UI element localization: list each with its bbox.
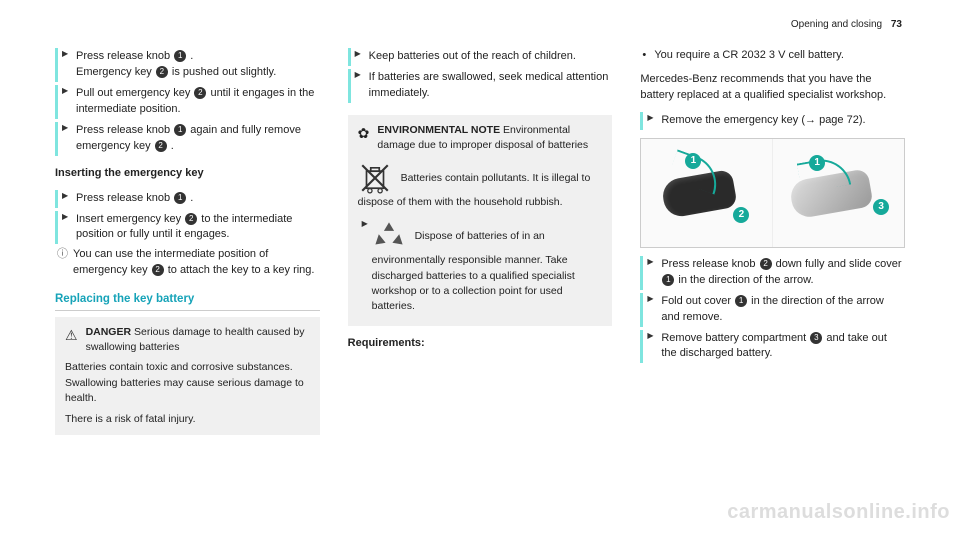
step-item: Remove battery compartment 3 and take ou… <box>640 330 905 364</box>
bullet-item: You require a CR 2032 3 V cell battery. <box>640 48 905 64</box>
ref-3-icon: 3 <box>810 332 822 344</box>
step-text: Remove battery compartment <box>661 332 809 344</box>
step-item: Fold out cover 1 in the direction of the… <box>640 293 905 327</box>
watermark: carmanualsonline.info <box>727 498 950 527</box>
step-text: Press release knob <box>76 50 173 62</box>
figure-panel-left: 1 2 <box>641 139 773 247</box>
section-name: Opening and closing <box>791 19 882 30</box>
step-item: Pull out emergency key 2 until it engage… <box>55 85 320 119</box>
step-text: Pull out emergency key <box>76 87 193 99</box>
requirements-heading: Requirements: <box>348 336 613 352</box>
figure-panel-right: 1 3 <box>773 139 904 247</box>
callout-1-icon: 1 <box>809 155 825 171</box>
step-text: down fully and slide cover <box>773 258 902 270</box>
callout-2-icon: 2 <box>733 207 749 223</box>
env-text: Batteries contain pollutants. It is ille… <box>358 172 591 208</box>
step-text: . <box>187 50 193 62</box>
env-note-box: ✿ ENVIRONMENTAL NOTE Environmental damag… <box>348 115 613 327</box>
step-text: . <box>168 140 174 152</box>
step-text: . <box>187 192 193 204</box>
env-label: ENVIRONMENTAL NOTE <box>377 124 500 136</box>
step-item: If batteries are swallowed, seek medical… <box>348 69 613 103</box>
step-text: Fold out cover <box>661 295 734 307</box>
ref-2-icon: 2 <box>760 258 772 270</box>
crossed-bin-icon <box>358 161 392 195</box>
page-body: Press release knob 1 . Emergency key 2 i… <box>0 0 960 461</box>
step-text: Press release knob <box>76 192 173 204</box>
danger-text: There is a risk of fatal injury. <box>65 412 310 427</box>
ref-1-icon: 1 <box>662 274 674 286</box>
ref-2-icon: 2 <box>185 213 197 225</box>
step-item: Press release knob 1 . <box>55 190 320 208</box>
step-item: Keep batteries out of the reach of child… <box>348 48 613 66</box>
step-item: Press release knob 1 again and fully rem… <box>55 122 320 156</box>
callout-1-icon: 1 <box>685 153 701 169</box>
callout-3-icon: 3 <box>873 199 889 215</box>
info-item: You can use the intermediate position of… <box>55 247 320 279</box>
ref-2-icon: 2 <box>155 140 167 152</box>
info-text: to attach the key to a key ring. <box>165 264 315 276</box>
step-item: Remove the emergency key (→ page 72). <box>640 112 905 130</box>
subheading: Inserting the emergency key <box>55 166 320 182</box>
column-2: Keep batteries out of the reach of child… <box>348 20 613 441</box>
ref-1-icon: 1 <box>174 124 186 136</box>
section-title: Replacing the key battery <box>55 291 320 311</box>
ref-1-icon: 1 <box>735 295 747 307</box>
body-text: Mercedes-Benz recommends that you have t… <box>640 72 905 104</box>
step-item: Press release knob 2 down fully and slid… <box>640 256 905 290</box>
warning-icon: ⚠ <box>65 325 78 355</box>
step-text: Press release knob <box>661 258 758 270</box>
column-3: You require a CR 2032 3 V cell battery. … <box>640 20 905 441</box>
step-text: is pushed out slightly. <box>169 66 276 78</box>
danger-label: DANGER <box>86 326 132 338</box>
ref-1-icon: 1 <box>174 50 186 62</box>
column-1: Press release knob 1 . Emergency key 2 i… <box>55 20 320 441</box>
ref-2-icon: 2 <box>156 66 168 78</box>
step-item: Press release knob 1 . Emergency key 2 i… <box>55 48 320 82</box>
ref-2-icon: 2 <box>194 87 206 99</box>
step-item: Insert emergency key 2 to the intermedia… <box>55 211 320 245</box>
ref-1-icon: 1 <box>174 192 186 204</box>
step-text: in the direction of the arrow. <box>675 274 813 286</box>
step-text: Insert emergency key <box>76 213 184 225</box>
key-figure: 1 2 1 3 <box>640 138 905 248</box>
recycle-icon <box>372 219 406 253</box>
page-number: 73 <box>891 19 902 30</box>
step-text: Emergency key <box>76 66 155 78</box>
danger-box: ⚠ DANGER Serious damage to health caused… <box>55 317 320 435</box>
danger-text: Batteries contain toxic and corrosive su… <box>65 360 310 406</box>
page-header: Opening and closing 73 <box>791 18 902 33</box>
ref-2-icon: 2 <box>152 264 164 276</box>
step-text: Press release knob <box>76 124 173 136</box>
env-step: Dispose of batteries of in an environmen… <box>358 218 603 315</box>
plant-icon: ✿ <box>358 123 370 153</box>
